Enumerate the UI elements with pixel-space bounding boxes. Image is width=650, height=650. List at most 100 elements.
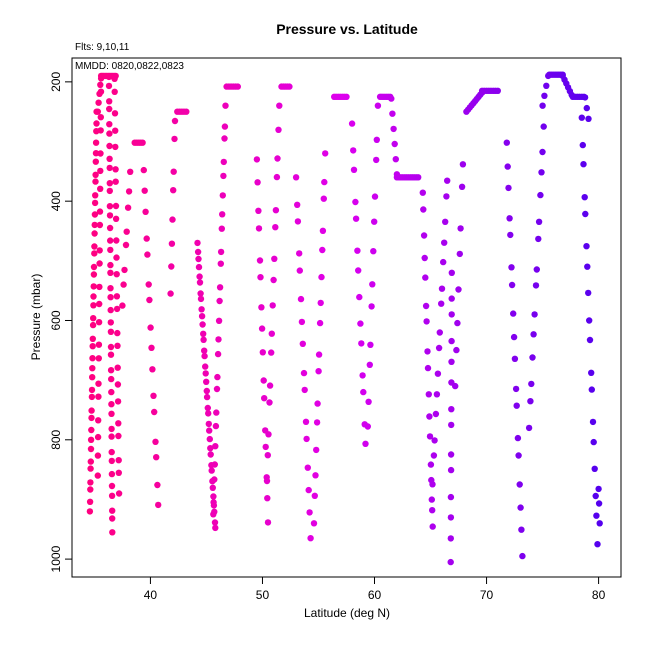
data-point [296, 250, 303, 257]
data-point [299, 340, 306, 347]
data-point [90, 315, 97, 322]
data-point [234, 83, 241, 90]
data-point [108, 410, 115, 417]
data-point [258, 304, 265, 311]
data-point [373, 156, 380, 164]
data-point [317, 299, 324, 307]
data-point [513, 402, 520, 409]
data-point [260, 377, 267, 384]
data-point [198, 313, 206, 320]
data-point [109, 515, 116, 522]
data-point [204, 404, 211, 412]
data-point [218, 225, 225, 232]
data-point [313, 446, 320, 454]
data-point [212, 443, 219, 450]
data-point [517, 504, 524, 511]
data-point [580, 161, 587, 168]
data-point [441, 239, 448, 246]
data-point [368, 303, 375, 310]
data-point [265, 431, 272, 438]
data-point [515, 452, 522, 459]
data-point [304, 464, 311, 471]
data-point [210, 499, 217, 506]
data-point [358, 340, 365, 347]
data-point [367, 341, 374, 348]
data-point [261, 395, 268, 402]
data-point [343, 93, 350, 101]
data-point [152, 438, 159, 445]
data-point [214, 373, 221, 381]
data-point [585, 115, 592, 123]
data-point [171, 117, 179, 125]
data-point [97, 167, 104, 175]
data-point [96, 247, 103, 254]
data-point [139, 139, 146, 146]
data-point [453, 346, 460, 354]
data-point [448, 269, 455, 276]
data-point [107, 351, 115, 358]
data-point [90, 302, 97, 309]
data-point [92, 158, 100, 165]
data-point [92, 192, 99, 199]
data-point [508, 281, 516, 289]
data-point [208, 467, 215, 474]
x-tick-label: 70 [480, 588, 494, 602]
data-point [532, 282, 540, 289]
data-point [107, 367, 115, 374]
data-point [106, 142, 113, 150]
data-point [447, 466, 455, 474]
data-point [297, 295, 305, 303]
data-point [206, 435, 213, 443]
data-point [199, 321, 206, 328]
plot-frame [71, 57, 622, 578]
data-point [581, 94, 589, 101]
data-point [540, 123, 547, 130]
data-point [420, 206, 427, 213]
data-point [114, 329, 121, 337]
data-point [360, 388, 367, 396]
data-point [92, 178, 99, 185]
data-point [537, 191, 544, 199]
data-point [108, 375, 115, 383]
data-point [298, 318, 306, 326]
data-point [371, 193, 379, 200]
data-point [112, 143, 119, 151]
data-point [89, 355, 96, 362]
data-point [356, 293, 363, 301]
data-point [113, 293, 121, 300]
data-point [201, 352, 208, 360]
x-tick-label: 40 [144, 588, 158, 602]
data-point [111, 88, 118, 96]
data-point [350, 147, 357, 154]
data-point [374, 102, 382, 109]
data-point [106, 130, 113, 137]
data-point [215, 336, 222, 343]
data-point [455, 286, 462, 293]
data-point [389, 110, 396, 117]
data-point [194, 239, 201, 247]
data-point [519, 552, 526, 560]
data-point [511, 355, 519, 362]
data-point [108, 425, 115, 433]
data-point [155, 501, 162, 509]
data-point [171, 135, 178, 143]
data-point [107, 343, 115, 351]
data-point [97, 81, 104, 89]
data-point [586, 336, 594, 344]
x-axis-label: Latitude (deg N) [304, 606, 390, 620]
data-point [568, 91, 575, 99]
y-tick-label: 1000 [49, 545, 63, 572]
data-point [503, 139, 510, 146]
data-point [90, 283, 97, 290]
x-axis: 40 50 60 70 80 [144, 577, 606, 602]
data-point [219, 192, 226, 199]
data-point [127, 168, 134, 175]
data-point [107, 269, 114, 276]
data-point [583, 104, 590, 112]
data-point [432, 410, 440, 418]
flights-annotation: Flts: 9,10,11 [75, 42, 130, 53]
data-point [454, 319, 461, 327]
data-point [91, 221, 98, 229]
data-point [220, 158, 227, 166]
data-point [366, 361, 373, 368]
